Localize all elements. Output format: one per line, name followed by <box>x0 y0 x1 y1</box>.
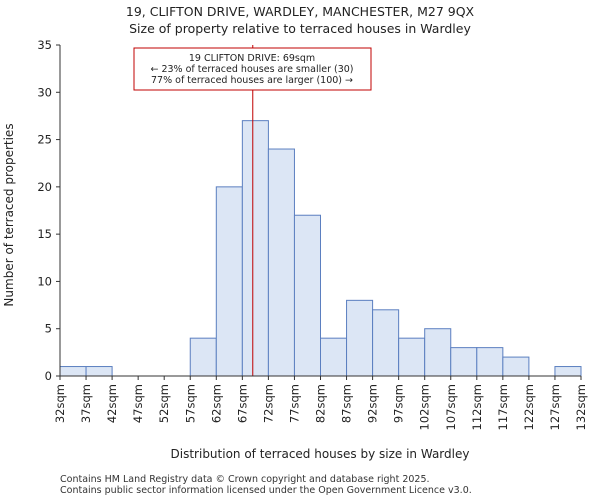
x-tick-label: 92sqm <box>366 384 380 423</box>
histogram-bar <box>476 347 504 377</box>
y-tick-label: 25 <box>37 133 52 147</box>
x-tick-label: 57sqm <box>183 384 197 423</box>
y-tick-label: 20 <box>37 180 52 194</box>
x-tick-label: 47sqm <box>131 384 145 423</box>
histogram-bar <box>85 366 113 377</box>
histogram-bar <box>346 299 374 377</box>
marker-annotation: 19 CLIFTON DRIVE: 69sqm ← 23% of terrace… <box>133 47 372 91</box>
x-tick-label: 122sqm <box>522 384 536 430</box>
x-tick-label: 32sqm <box>53 384 67 423</box>
histogram-bar <box>241 120 269 377</box>
x-tick-label: 77sqm <box>287 384 301 423</box>
x-tick-label: 72sqm <box>261 384 275 423</box>
histogram-bar <box>320 337 348 377</box>
x-tick-label: 52sqm <box>157 384 171 423</box>
histogram-bar <box>424 328 452 377</box>
histogram-bar <box>215 186 243 377</box>
footer-copyright: Contains HM Land Registry data © Crown c… <box>60 474 430 485</box>
histogram-bar <box>189 337 217 377</box>
x-axis-label: Distribution of terraced houses by size … <box>171 447 470 461</box>
y-tick-label: 35 <box>37 38 52 52</box>
histogram-bar <box>450 347 478 377</box>
x-tick-label: 117sqm <box>496 384 510 430</box>
x-tick-label: 102sqm <box>418 384 432 430</box>
histogram-bar <box>398 337 426 377</box>
x-tick-label: 37sqm <box>79 384 93 423</box>
histogram-bar <box>502 356 530 377</box>
x-tick-label: 112sqm <box>470 384 484 430</box>
chart-title: 19, CLIFTON DRIVE, WARDLEY, MANCHESTER, … <box>126 4 475 19</box>
annotation-smaller: ← 23% of terraced houses are smaller (30… <box>150 64 353 75</box>
x-tick-label: 82sqm <box>314 384 328 423</box>
histogram-bar <box>267 148 295 377</box>
annotation-larger: 77% of terraced houses are larger (100) … <box>151 75 353 86</box>
histogram-bar <box>554 366 582 377</box>
y-tick-label: 30 <box>37 85 52 99</box>
chart-subtitle: Size of property relative to terraced ho… <box>129 21 471 36</box>
histogram-bar <box>293 214 322 377</box>
x-tick-label: 132sqm <box>574 384 588 430</box>
y-tick-label: 0 <box>45 369 52 383</box>
histogram-bar <box>59 366 87 377</box>
x-tick-label: 62sqm <box>209 384 223 423</box>
annotation-box <box>133 47 372 91</box>
x-tick-label: 42sqm <box>105 384 119 423</box>
x-tick-label: 87sqm <box>340 384 354 423</box>
x-tick-label: 127sqm <box>548 384 562 430</box>
footer-licence: Contains public sector information licen… <box>60 485 472 496</box>
histogram-bar <box>372 309 400 377</box>
y-tick-label: 15 <box>37 227 52 241</box>
y-tick-label: 5 <box>45 322 52 336</box>
y-axis-label: Number of terraced properties <box>2 123 16 306</box>
annotation-title: 19 CLIFTON DRIVE: 69sqm <box>189 53 315 64</box>
y-tick-label: 10 <box>37 274 52 288</box>
x-tick-label: 67sqm <box>235 384 249 423</box>
x-tick-label: 107sqm <box>444 384 458 430</box>
x-tick-label: 97sqm <box>392 384 406 423</box>
